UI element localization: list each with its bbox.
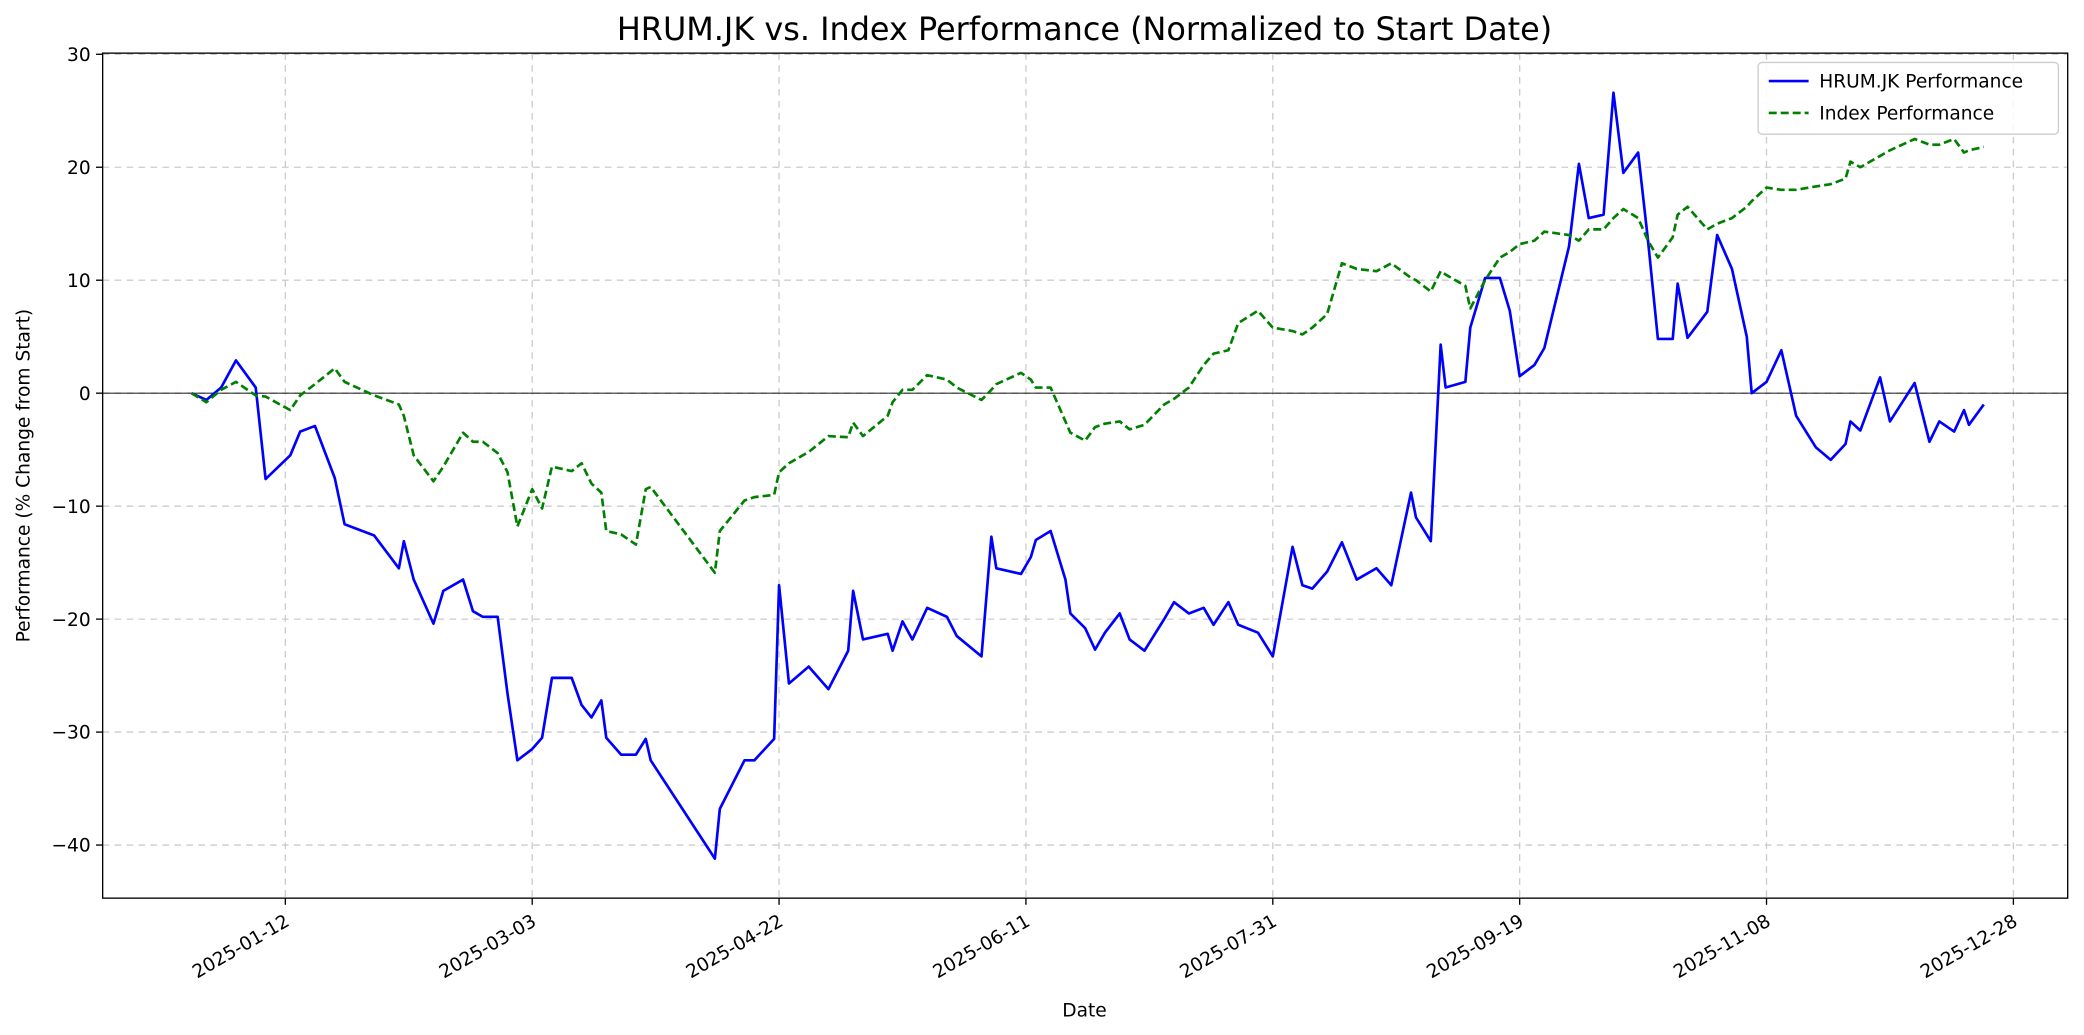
y-tick-label: −10: [51, 497, 90, 518]
legend: HRUM.JK Performance Index Performance: [1757, 61, 2060, 135]
y-tick-label: 20: [67, 158, 91, 179]
legend-label: Index Performance: [1819, 104, 1994, 125]
y-tick-label: −30: [51, 723, 90, 744]
x-axis-label: Date: [1062, 1000, 1106, 1021]
chart-title: HRUM.JK vs. Index Performance (Normalize…: [617, 10, 1552, 48]
y-tick-label: −20: [51, 610, 90, 631]
legend-box: [1757, 61, 2060, 135]
series-line: [190, 137, 1985, 575]
y-tick-label: −40: [51, 836, 90, 857]
legend-label: HRUM.JK Performance: [1819, 72, 2023, 93]
y-tick-label: 30: [67, 45, 91, 66]
series-line: [190, 91, 1985, 860]
y-tick-label: 0: [79, 384, 91, 405]
y-tick-label: 10: [67, 271, 91, 292]
plot-frame: [101, 52, 2069, 899]
y-axis-label: Performance (% Change from Start): [14, 309, 35, 643]
